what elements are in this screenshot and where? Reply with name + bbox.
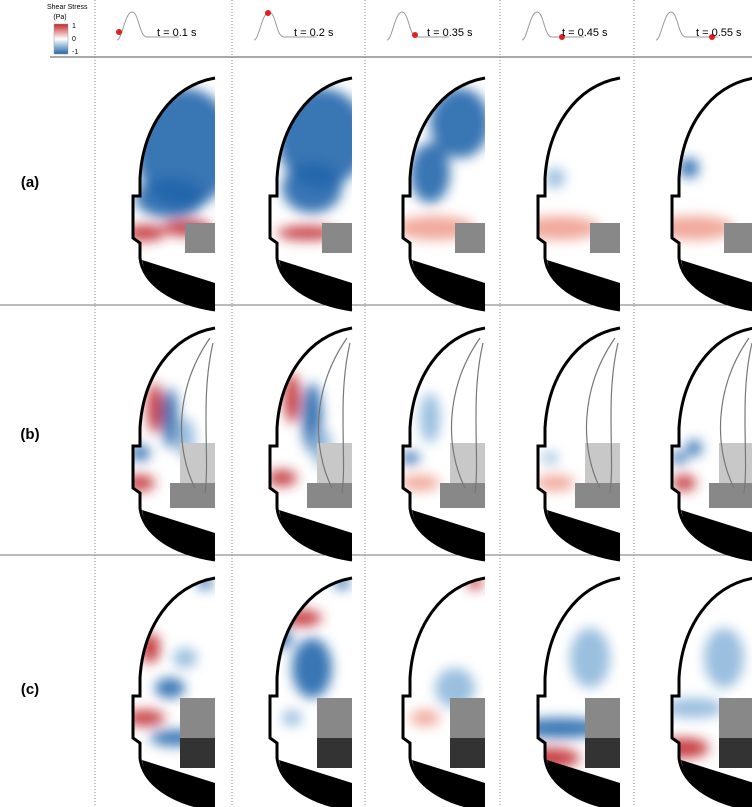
flow-panel [252, 577, 352, 807]
field [520, 78, 620, 313]
stress-region [410, 143, 450, 203]
row-label: (b) [20, 426, 39, 443]
sinus-block [322, 223, 352, 253]
time-marker [265, 10, 271, 16]
stress-region [125, 710, 165, 726]
stress-region [520, 216, 600, 240]
stress-region [147, 383, 163, 433]
flow-panel [654, 78, 752, 313]
flow-panel [654, 578, 752, 807]
colorbar-tick: 1 [72, 23, 76, 30]
sinus-block [724, 223, 752, 253]
stress-region [125, 475, 155, 491]
stress-region [659, 738, 709, 758]
flow-panel [520, 78, 620, 313]
panel-grid: t = 0.1 s t = 0.2 s t = 0.35 s t = 0.45 s t … [20, 0, 752, 807]
stress-region [654, 216, 734, 240]
colorbar-unit: (Pa) [53, 14, 66, 21]
dark-block [317, 738, 352, 768]
colorbar-gradient [54, 24, 68, 54]
time-label: t = 0.35 s [427, 27, 473, 39]
stress-region [545, 168, 565, 188]
field [520, 328, 620, 563]
flow-panel [654, 328, 752, 563]
sinus-block [440, 483, 485, 508]
stress-region [570, 628, 610, 688]
flow-panel [515, 578, 620, 807]
sinus-block [590, 223, 620, 253]
dark-block [585, 738, 620, 768]
time-label: t = 0.1 s [157, 27, 197, 39]
sinus-block [450, 698, 485, 738]
sinus-block [180, 698, 215, 738]
sinus-block [709, 483, 752, 508]
dark-block [180, 738, 215, 768]
sinus-block [185, 223, 215, 253]
stress-region [704, 628, 744, 688]
colorbar-tick: -1 [72, 49, 78, 56]
flow-panel [385, 577, 485, 807]
stress-region [284, 373, 300, 423]
field [252, 577, 352, 807]
field [654, 328, 752, 563]
sinus-block [307, 483, 352, 508]
leaflet-block [719, 443, 752, 483]
field [385, 328, 485, 563]
flow-panel [252, 328, 352, 563]
stress-region [282, 710, 302, 726]
field [385, 577, 485, 807]
stress-region [135, 178, 205, 218]
sinus-block [455, 223, 485, 253]
stress-region [173, 648, 197, 668]
flow-panel [385, 328, 485, 563]
field [115, 328, 215, 563]
field [115, 577, 215, 807]
colorbar-tick: 0 [72, 36, 76, 43]
colorbar: Shear Stress (Pa) 1 0 -1 [47, 4, 88, 56]
colorbar-title: Shear Stress [47, 4, 88, 11]
stress-region [672, 475, 696, 491]
flow-panel [252, 78, 367, 313]
flow-panel [385, 78, 490, 313]
sinus-block [719, 698, 752, 738]
row-label: (a) [21, 174, 39, 191]
field [654, 578, 752, 807]
time-label: t = 0.45 s [562, 27, 608, 39]
time-label: t = 0.55 s [696, 27, 742, 39]
time-marker [412, 32, 418, 38]
sinus-block [575, 483, 620, 508]
sinus-block [170, 483, 215, 508]
field [385, 78, 490, 313]
time-label: t = 0.2 s [294, 27, 334, 39]
stress-region [292, 638, 332, 698]
stress-region [282, 163, 342, 213]
stress-region [542, 452, 558, 464]
field [654, 78, 752, 313]
field [252, 328, 352, 563]
stress-region [125, 225, 165, 241]
time-marker [116, 29, 122, 35]
sinus-block [317, 698, 352, 738]
flow-panel [115, 577, 215, 807]
dark-block [719, 738, 752, 768]
dark-block [450, 738, 485, 768]
flow-panel [520, 328, 620, 563]
stress-region [410, 710, 440, 726]
stress-region [420, 393, 440, 443]
sinus-block [585, 698, 620, 738]
row-label: (c) [21, 681, 39, 698]
flow-panel [115, 78, 235, 313]
stress-region [282, 610, 322, 626]
stress-region [686, 440, 702, 456]
stress-region [155, 678, 185, 698]
figure: Shear Stress (Pa) 1 0 -1 t = 0.1 st = 0.… [0, 0, 752, 807]
flow-panel [115, 328, 215, 563]
